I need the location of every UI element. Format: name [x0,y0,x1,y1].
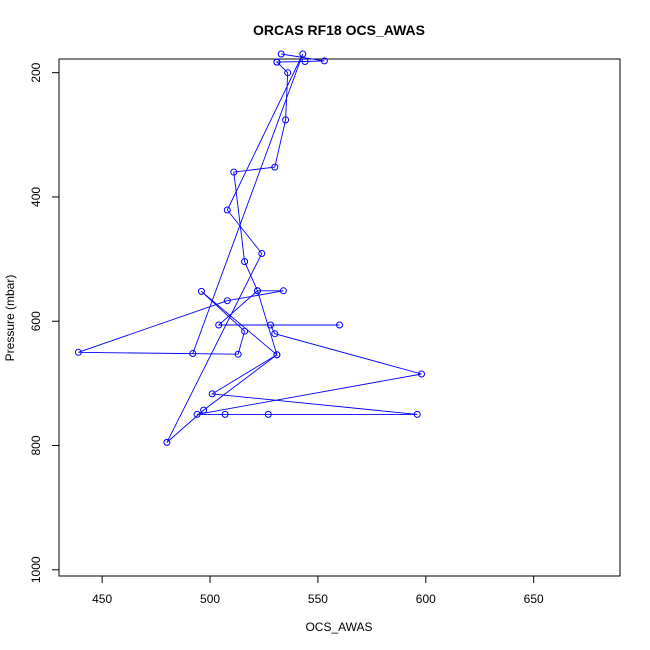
plot-frame [58,58,621,577]
y-axis: 200 400 600 800 1000 [29,62,60,583]
y-tick-label: 400 [29,187,43,207]
y-tick-label: 1000 [29,556,43,583]
data-point [271,330,279,338]
data-point [234,350,242,358]
data-point [301,58,309,65]
data-point [241,258,249,266]
data-point [221,410,229,418]
data-point [413,410,421,418]
chart-title: ORCAS RF18 OCS_AWAS [253,22,425,38]
data-point [74,348,82,356]
data-point [241,327,249,335]
x-tick-label: 650 [524,592,544,606]
data-point [279,287,287,295]
data-point [163,438,171,446]
data-point [267,321,274,329]
y-tick-label: 600 [29,311,43,331]
data-point [223,206,231,214]
data-point [223,297,231,305]
x-tick-label: 600 [416,592,436,606]
y-axis-label: Pressure (mbar) [3,275,17,362]
data-point [193,410,201,418]
data-point [254,287,261,295]
data-point [189,350,197,357]
data-point [277,50,285,58]
data-point [271,163,279,171]
data-point [215,321,223,329]
plot-area [74,50,425,446]
x-tick-label: 500 [200,592,220,606]
data-point [282,116,290,124]
data-point [418,370,425,378]
data-point [264,410,272,418]
data-point [284,69,292,77]
x-tick-label: 550 [308,592,328,606]
data-point [258,250,266,257]
data-point [273,351,281,359]
data-point [200,406,208,414]
data-point [273,58,281,66]
data-point [208,390,216,398]
y-tick-label: 200 [29,62,43,82]
data-point [320,57,328,65]
data-point [336,321,343,329]
x-axis: 450 500 550 600 650 [92,575,544,606]
x-tick-label: 450 [92,592,112,606]
series-line [78,53,422,443]
y-tick-label: 800 [29,435,43,455]
data-point [197,287,205,295]
data-point [299,50,307,58]
data-point [230,168,238,176]
x-axis-label: OCS_AWAS [305,620,372,634]
